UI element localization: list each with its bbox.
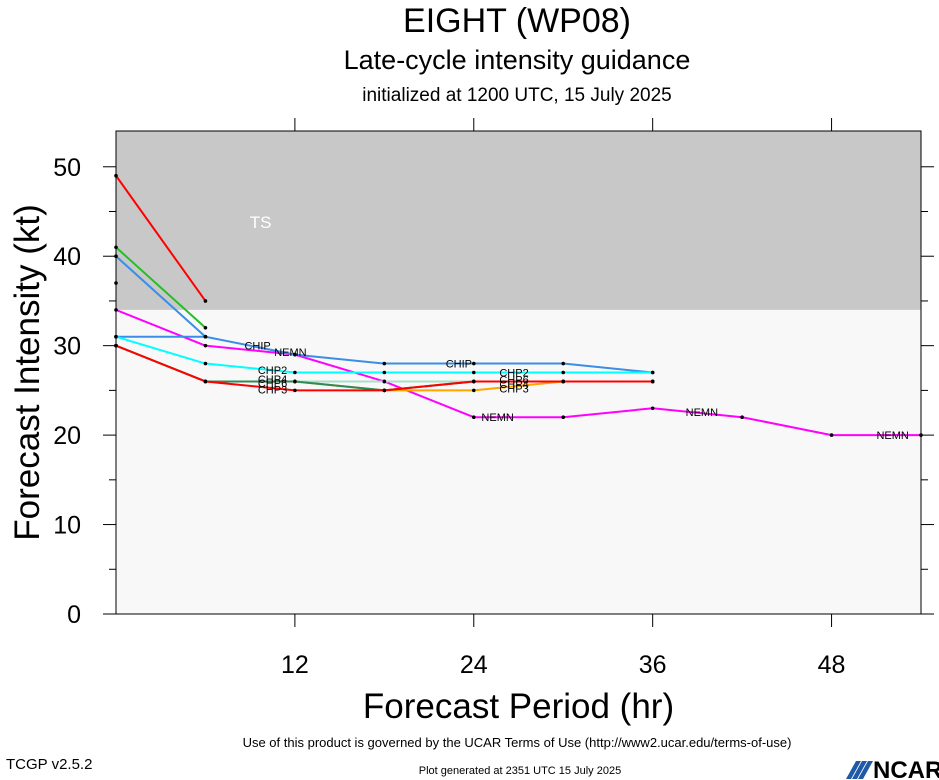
version-label: TCGP v2.5.2	[6, 756, 93, 773]
series-label: CHP4	[499, 379, 528, 391]
intensity-band	[116, 131, 921, 310]
data-point	[561, 361, 566, 366]
data-point	[382, 361, 387, 366]
terms-notice: Use of this product is governed by the U…	[242, 735, 792, 750]
data-point	[203, 299, 208, 303]
series-line	[115, 255, 207, 338]
data-point	[650, 379, 655, 384]
data-point	[650, 370, 655, 375]
data-point	[650, 406, 655, 411]
data-point	[293, 352, 297, 357]
y-tick-label: 0	[67, 601, 81, 629]
series-label: NEMN	[481, 412, 513, 424]
data-point	[293, 370, 297, 375]
generated-time: Plot generated at 2351 UTC 15 July 2025	[418, 765, 622, 777]
data-point	[471, 379, 476, 384]
series-line	[115, 246, 207, 329]
data-point	[829, 433, 834, 437]
series-label: CHIP	[244, 341, 270, 353]
data-point	[382, 370, 387, 375]
data-point	[203, 361, 208, 366]
x-tick-label: 48	[818, 651, 846, 679]
init-time: initialized at 1200 UTC, 15 July 2025	[362, 85, 672, 106]
data-point	[471, 370, 476, 375]
series-label: CHP2	[258, 365, 287, 377]
series-label: CHIP	[446, 359, 472, 371]
data-point	[471, 361, 476, 366]
y-tick-label: 10	[53, 512, 81, 540]
data-point	[740, 415, 744, 420]
series-label: NEMN	[274, 347, 306, 359]
y-tick-label: 20	[53, 422, 81, 450]
x-tick-label: 24	[460, 651, 488, 679]
data-point	[203, 334, 208, 339]
series-line	[115, 308, 921, 437]
series-label: CHP3	[499, 384, 528, 396]
x-tick-label: 36	[639, 651, 667, 679]
data-point	[203, 325, 208, 330]
data-point	[561, 379, 566, 384]
series-label: CHP3	[258, 384, 287, 396]
data-point	[382, 379, 387, 384]
series-label: CHP2	[499, 368, 528, 380]
data-point	[561, 415, 566, 420]
series-label: NEMN	[686, 407, 718, 419]
x-axis-label: Forecast Period (hr)	[363, 687, 674, 726]
series-line	[115, 175, 207, 302]
band-label: TS	[250, 213, 272, 232]
data-point	[293, 379, 297, 384]
y-axis-label: Forecast Intensity (kt)	[8, 204, 47, 540]
data-point	[561, 370, 566, 375]
ncar-logo: NCAR	[846, 757, 939, 780]
y-tick-label: 40	[53, 243, 81, 271]
data-point	[471, 415, 476, 420]
data-point	[293, 388, 297, 393]
data-point	[203, 343, 208, 348]
y-tick-label: 50	[53, 154, 81, 182]
chart-title: EIGHT (WP08)	[403, 2, 631, 40]
plot-frame	[115, 130, 922, 615]
chart-subtitle: Late-cycle intensity guidance	[343, 45, 691, 75]
series-label: CHP6	[258, 378, 287, 390]
data-point	[203, 379, 208, 384]
data-point	[471, 388, 476, 393]
series-label: CHP4	[258, 374, 287, 386]
x-tick-label: 12	[281, 651, 309, 679]
ncar-logo-text: NCAR	[873, 757, 939, 780]
data-point	[382, 388, 387, 393]
series-label: NEMN	[876, 430, 908, 442]
y-tick-label: 30	[53, 333, 81, 361]
series-label: CHP6	[499, 375, 528, 387]
